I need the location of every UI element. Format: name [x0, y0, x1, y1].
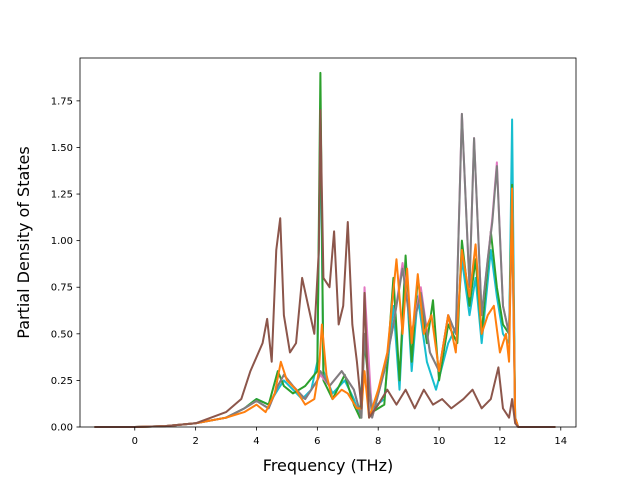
plot-area: [80, 58, 576, 427]
plot-frame: [79, 57, 577, 428]
y-tick-label: 0.75: [51, 283, 73, 294]
x-tick-label: 4: [253, 436, 259, 447]
x-tick-label: 12: [494, 436, 507, 447]
plot-background: [80, 58, 576, 427]
y-tick-label: 0.00: [51, 423, 73, 434]
y-tick-label: 0.25: [51, 376, 73, 387]
axes-layer: 0 2 4 6 8 10 12 14 0.00 0.25 0.50 0.75 1.00 1.25 1.50 1…: [51, 57, 577, 447]
series-layer: [94, 71, 556, 428]
series-line-6: [94, 109, 556, 428]
x-tick-label: 6: [314, 436, 320, 447]
y-tick-label: 1.75: [51, 96, 73, 107]
y-tick-label: 1.50: [51, 143, 73, 154]
series-line-5: [94, 187, 556, 428]
series-line-4: [94, 112, 556, 428]
y-tick-label: 1.00: [51, 236, 73, 247]
x-axis-label: Frequency (THz): [263, 456, 393, 475]
x-tick-label: 2: [192, 436, 198, 447]
x-tick-label: 10: [433, 436, 446, 447]
y-axis-label: Partial Density of States: [14, 146, 33, 338]
x-tick-label: 0: [132, 436, 138, 447]
y-tick-label: 0.50: [51, 329, 73, 340]
y-tick-label: 1.25: [51, 190, 73, 201]
x-tick-label: 14: [554, 436, 567, 447]
x-tick-label: 8: [375, 436, 381, 447]
